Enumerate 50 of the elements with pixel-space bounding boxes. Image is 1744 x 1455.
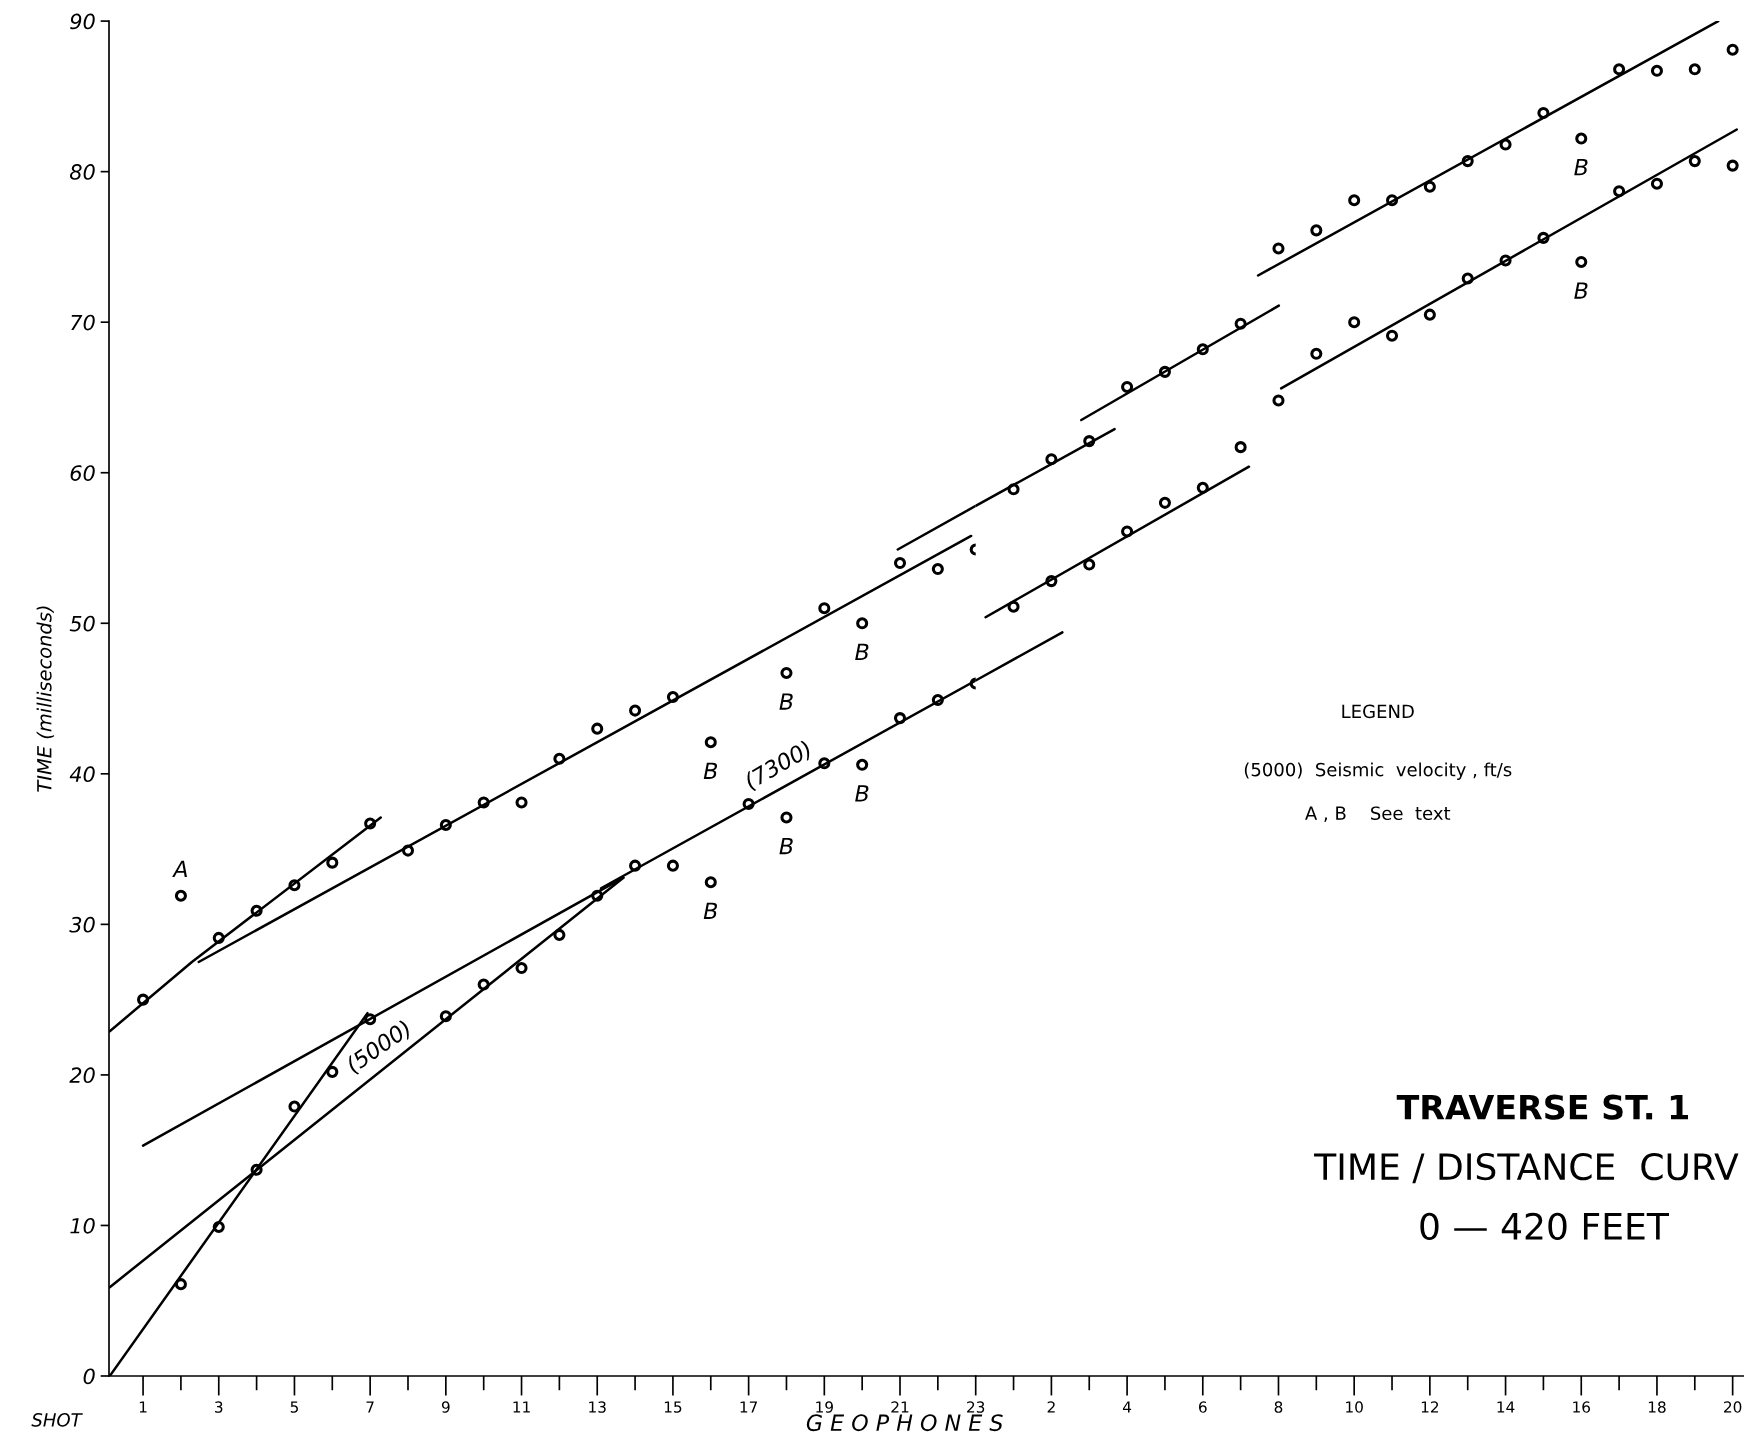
x-tick-label: 12 (1421, 1401, 1439, 1413)
x-tick-label: 6 (1198, 1401, 1207, 1413)
x-tick-label: 10 (1346, 1401, 1363, 1413)
y-tick-label: 20 (69, 1067, 95, 1084)
y-tick-label: 90 (70, 13, 95, 30)
x-tick-label: 16 (1573, 1401, 1591, 1413)
annotation: A (172, 860, 187, 877)
annotation: B (703, 762, 718, 779)
x-tick-label: 8 (1274, 1401, 1283, 1413)
y-tick-label: 30 (69, 916, 95, 933)
text: TIME / DISTANCE CURV (1314, 1152, 1739, 1184)
y-tick-label: 0 (83, 1368, 95, 1385)
annotation: 0 — 420 FEET (1420, 1212, 1669, 1240)
x-tick-label: 23 (967, 1401, 985, 1413)
x-tick-label: 4 (1122, 1401, 1132, 1413)
y-axis-title: TIME (milliseconds) (36, 606, 54, 792)
annotation: B (1574, 282, 1588, 299)
y-tick-label: 80 (69, 164, 95, 180)
y-tick-label: 70 (71, 314, 95, 331)
x-axis-title: G E O P H O N E S (806, 1414, 1003, 1432)
x-tick-label: 15 (664, 1401, 682, 1413)
annotation: B (703, 902, 718, 919)
y-tick-label: 60 (70, 465, 95, 481)
annotation: B (855, 643, 869, 660)
x-tick-label: 2 (1047, 1401, 1055, 1413)
annotation: B (855, 785, 869, 802)
x-tick-label: 7 (366, 1401, 374, 1413)
text: SHOT (31, 1413, 83, 1427)
annotation: B (779, 837, 793, 855)
annotation: LEGEND (1342, 704, 1414, 719)
x-tick-label: 17 (740, 1401, 758, 1413)
x-tick-label: 20 (1724, 1401, 1742, 1413)
annotation: B (1574, 159, 1588, 176)
x-tick-label: 9 (441, 1401, 450, 1413)
annotation: A , B See text (1305, 806, 1451, 822)
text: TRAVERSE ST. 1 (1396, 1094, 1689, 1120)
x-tick-label: 18 (1648, 1401, 1666, 1413)
x-tick-label: 13 (589, 1401, 606, 1413)
x-tick-label: 3 (215, 1401, 223, 1413)
y-tick-label: 40 (69, 766, 95, 783)
x-tick-label: 1 (139, 1401, 147, 1413)
x-tick-label: 11 (513, 1401, 530, 1413)
x-tick-label: 19 (816, 1401, 833, 1413)
x-tick-label: 21 (891, 1401, 909, 1413)
annotation: B (779, 693, 793, 710)
annotation: (5000) Seismic velocity , ft/s (1244, 762, 1512, 780)
x-tick-label: 5 (290, 1401, 298, 1413)
y-tick-label: 50 (69, 615, 95, 632)
y-tick-label: 10 (70, 1217, 95, 1234)
x-tick-label: 14 (1497, 1401, 1515, 1413)
